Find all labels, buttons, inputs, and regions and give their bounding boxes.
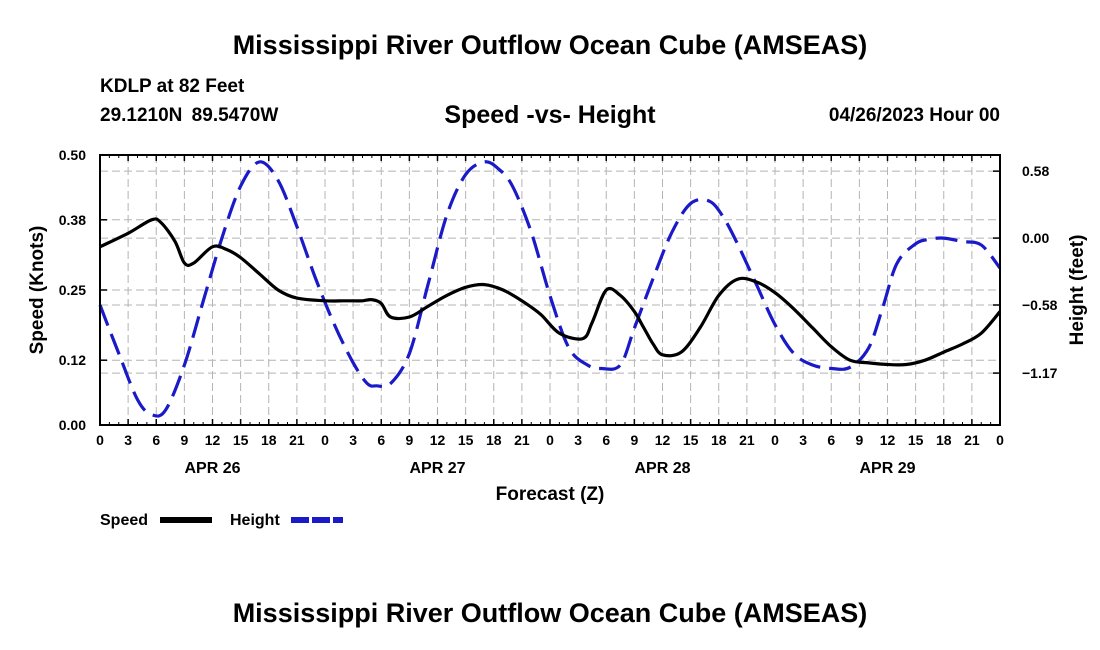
x-axis-title: Forecast (Z) bbox=[496, 484, 605, 505]
x-tick-label: 3 bbox=[799, 432, 807, 448]
y-tick-label: 0.50 bbox=[59, 147, 86, 163]
chart-title-top: Mississippi River Outflow Ocean Cube (AM… bbox=[232, 30, 868, 60]
day-label: APR 29 bbox=[859, 460, 915, 477]
forecast-datetime: 04/26/2023 Hour 00 bbox=[828, 105, 1000, 126]
x-tick-label: 6 bbox=[377, 432, 385, 448]
x-tick-label: 15 bbox=[458, 432, 474, 448]
x-tick-label: 0 bbox=[996, 432, 1004, 448]
x-tick-label: 21 bbox=[514, 432, 530, 448]
x-tick-label: 0 bbox=[96, 432, 104, 448]
chart-subtitle: Speed -vs- Height bbox=[444, 101, 656, 129]
x-tick-label: 21 bbox=[739, 432, 755, 448]
x-tick-label: 18 bbox=[486, 432, 502, 448]
x-tick-label: 12 bbox=[655, 432, 671, 448]
x-tick-label: 6 bbox=[152, 432, 160, 448]
x-tick-label: 9 bbox=[855, 432, 863, 448]
x-tick-label: 15 bbox=[233, 432, 249, 448]
day-label: APR 27 bbox=[409, 460, 465, 477]
y2-axis-title: Height (feet) bbox=[1067, 235, 1088, 346]
y-tick-label: 0.12 bbox=[59, 352, 86, 368]
x-tick-label: 12 bbox=[430, 432, 446, 448]
legend-label-speed: Speed bbox=[100, 512, 148, 529]
x-tick-label: 12 bbox=[205, 432, 221, 448]
x-tick-label: 15 bbox=[908, 432, 924, 448]
legend-label-height: Height bbox=[230, 512, 280, 529]
x-tick-label: 12 bbox=[880, 432, 896, 448]
axes: 0 3 6 9 12 15 18 21 0 3 6 9 12 15 18 21 0 3 6 9 12 15 18 21 0 3 6 9… bbox=[59, 147, 1058, 477]
y2-tick-label: 0.58 bbox=[1022, 163, 1049, 179]
x-tick-label: 18 bbox=[261, 432, 277, 448]
y2-tick-label: −1.17 bbox=[1022, 365, 1058, 381]
x-tick-label: 15 bbox=[683, 432, 699, 448]
x-tick-label: 18 bbox=[711, 432, 727, 448]
x-tick-label: 21 bbox=[289, 432, 305, 448]
y-tick-label: 0.38 bbox=[59, 212, 86, 228]
x-tick-label: 9 bbox=[630, 432, 638, 448]
series-line-height bbox=[98, 160, 1002, 418]
x-tick-label: 0 bbox=[771, 432, 779, 448]
series-layer bbox=[98, 160, 1002, 418]
y2-tick-label: 0.00 bbox=[1022, 230, 1049, 246]
grid-lines bbox=[100, 155, 1000, 425]
day-label: APR 28 bbox=[634, 460, 690, 477]
legend: Speed Height bbox=[100, 512, 343, 529]
x-tick-label: 3 bbox=[124, 432, 132, 448]
x-tick-label: 9 bbox=[180, 432, 188, 448]
x-tick-label: 3 bbox=[574, 432, 582, 448]
x-tick-label: 18 bbox=[936, 432, 952, 448]
y-tick-label: 0.00 bbox=[59, 417, 86, 433]
x-tick-label: 3 bbox=[349, 432, 357, 448]
y-tick-label: 0.25 bbox=[59, 282, 86, 298]
x-tick-label: 0 bbox=[321, 432, 329, 448]
day-label: APR 26 bbox=[184, 460, 240, 477]
y2-tick-label: −0.58 bbox=[1022, 297, 1058, 313]
station-coordinates: 29.1210N 89.5470W bbox=[100, 105, 279, 126]
station-label: KDLP at 82 Feet bbox=[100, 76, 245, 97]
series-line-speed bbox=[99, 217, 1002, 367]
y-axis-title: Speed (Knots) bbox=[27, 226, 48, 355]
x-tick-label: 9 bbox=[405, 432, 413, 448]
x-tick-label: 6 bbox=[827, 432, 835, 448]
x-tick-label: 6 bbox=[602, 432, 610, 448]
x-tick-label: 0 bbox=[546, 432, 554, 448]
x-tick-label: 21 bbox=[964, 432, 980, 448]
chart-title-bottom: Mississippi River Outflow Ocean Cube (AM… bbox=[232, 598, 868, 628]
